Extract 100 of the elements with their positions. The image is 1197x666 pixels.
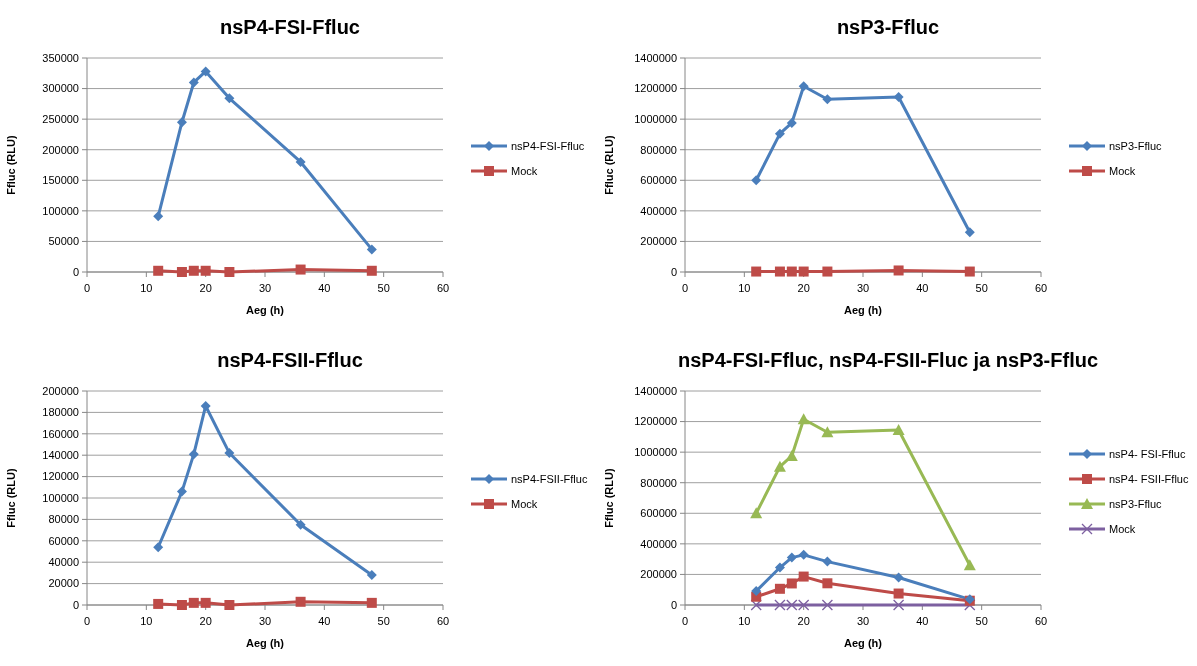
point xyxy=(153,265,164,276)
legend-label: Mock xyxy=(1109,164,1136,177)
y-tick-label: 800000 xyxy=(640,143,677,156)
point xyxy=(188,449,199,460)
y-tick-label: 1400000 xyxy=(634,51,677,64)
point xyxy=(176,600,187,610)
point xyxy=(821,426,834,438)
legend-label: nsP4-FSI-Ffluc xyxy=(511,139,585,152)
x-tick-label: 40 xyxy=(318,615,331,627)
point xyxy=(822,578,833,589)
chart-title: nsP3-Ffluc xyxy=(836,16,940,38)
legend-label: nsP4-FSII-Ffluc xyxy=(511,472,588,485)
y-tick-label: 200000 xyxy=(640,235,677,248)
point xyxy=(751,586,762,597)
point xyxy=(893,588,904,599)
x-tick-label: 10 xyxy=(140,282,153,294)
x-tick-label: 30 xyxy=(856,282,870,294)
y-tick-label: 400000 xyxy=(640,204,677,217)
y-axis-title: Ffluc (RLU) xyxy=(5,135,17,195)
x-tick-label: 60 xyxy=(1034,282,1048,294)
point xyxy=(893,91,904,102)
point xyxy=(295,264,306,275)
x-tick-label: 60 xyxy=(436,615,450,627)
y-tick-label: 100000 xyxy=(42,204,79,217)
x-tick-label: 20 xyxy=(797,282,810,294)
x-tick-label: 10 xyxy=(140,615,153,627)
y-tick-label: 20000 xyxy=(48,577,79,590)
x-tick-label: 10 xyxy=(738,282,751,294)
point xyxy=(774,562,785,573)
x-tick-label: 50 xyxy=(377,615,390,627)
y-tick-label: 100000 xyxy=(42,491,79,504)
y-tick-label: 1200000 xyxy=(634,415,677,428)
y-tick-label: 0 xyxy=(72,265,79,278)
y-tick-label: 350000 xyxy=(42,51,79,64)
point xyxy=(892,599,905,611)
x-axis-title: Aeg (h) xyxy=(844,304,883,316)
point xyxy=(751,266,762,277)
point xyxy=(153,542,164,553)
legend-label: Mock xyxy=(511,497,538,510)
chart-title: nsP4-FSII-Ffluc xyxy=(217,349,363,371)
y-tick-label: 140000 xyxy=(42,449,79,462)
x-tick-label: 30 xyxy=(258,282,272,294)
point xyxy=(822,266,833,277)
y-tick-label: 60000 xyxy=(48,534,79,547)
point xyxy=(188,597,199,608)
point xyxy=(798,266,809,277)
y-tick-label: 0 xyxy=(670,265,677,278)
y-tick-label: 160000 xyxy=(42,427,79,440)
point xyxy=(224,93,235,104)
y-tick-label: 50000 xyxy=(48,235,79,248)
x-tick-label: 50 xyxy=(377,282,390,294)
point xyxy=(366,597,377,608)
point xyxy=(786,117,797,128)
y-tick-label: 0 xyxy=(670,598,677,611)
point xyxy=(892,423,905,435)
x-tick-label: 10 xyxy=(738,615,751,627)
point xyxy=(295,596,306,607)
point xyxy=(964,266,975,277)
point xyxy=(822,94,833,105)
point xyxy=(295,156,306,167)
y-tick-label: 80000 xyxy=(48,513,79,526)
y-tick-label: 150000 xyxy=(42,174,79,187)
legend-label: nsP4- FSII-Ffluc xyxy=(1109,472,1189,485)
x-tick-label: 40 xyxy=(318,282,331,294)
y-tick-label: 1000000 xyxy=(634,112,677,125)
y-tick-label: 800000 xyxy=(640,476,677,489)
point xyxy=(798,571,809,582)
legend-label: Mock xyxy=(1109,522,1136,535)
point xyxy=(773,460,786,472)
x-tick-label: 0 xyxy=(83,282,91,294)
point xyxy=(176,486,187,497)
point xyxy=(964,227,975,238)
point xyxy=(797,413,810,425)
point xyxy=(822,556,833,567)
point xyxy=(200,400,211,411)
x-tick-label: 20 xyxy=(199,282,212,294)
x-tick-label: 30 xyxy=(856,615,870,627)
point xyxy=(224,600,235,610)
x-tick-label: 0 xyxy=(681,282,689,294)
y-tick-label: 200000 xyxy=(42,143,79,156)
x-tick-label: 50 xyxy=(975,282,988,294)
y-tick-label: 200000 xyxy=(42,384,79,397)
x-tick-label: 20 xyxy=(199,615,212,627)
point xyxy=(200,597,211,608)
legend-label: nsP4- FSI-Ffluc xyxy=(1109,447,1186,460)
chart-title: nsP4-FSI-Ffluc xyxy=(219,16,361,38)
legend-label: nsP3-Ffluc xyxy=(1109,139,1163,152)
chart-title: nsP4-FSI-Ffluc, nsP4-FSII-Fluc ja nsP3-Ffluc xyxy=(677,349,1099,371)
point xyxy=(176,117,187,128)
y-tick-label: 0 xyxy=(72,598,79,611)
legend-label: Mock xyxy=(511,164,538,177)
x-tick-label: 0 xyxy=(83,615,91,627)
y-tick-label: 1400000 xyxy=(634,384,677,397)
x-tick-label: 50 xyxy=(975,615,988,627)
point xyxy=(153,211,164,222)
x-tick-label: 30 xyxy=(258,615,272,627)
y-tick-label: 1200000 xyxy=(634,82,677,95)
x-axis-title: Aeg (h) xyxy=(246,304,285,316)
point xyxy=(200,66,211,77)
point xyxy=(188,77,199,88)
